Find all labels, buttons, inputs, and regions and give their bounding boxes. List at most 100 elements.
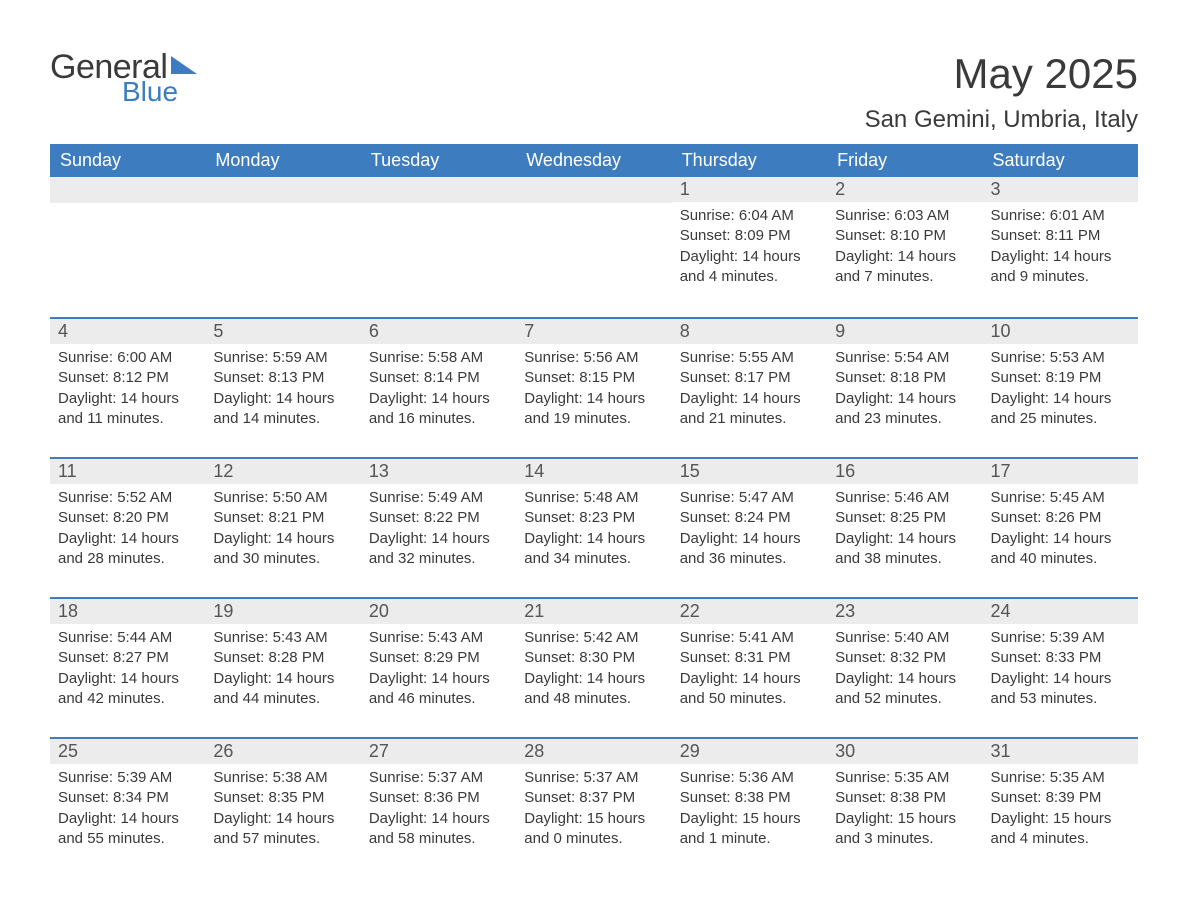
sunrise-text: Sunrise: 5:59 AM	[213, 348, 352, 368]
sunrise-text: Sunrise: 6:00 AM	[58, 348, 197, 368]
calendar-cell: 27Sunrise: 5:37 AMSunset: 8:36 PMDayligh…	[361, 737, 516, 877]
sunset-text: Sunset: 8:17 PM	[680, 368, 819, 388]
day-number: 26	[205, 737, 360, 764]
sunset-text: Sunset: 8:34 PM	[58, 788, 197, 808]
day-content: Sunrise: 5:56 AMSunset: 8:15 PMDaylight:…	[516, 344, 671, 437]
day-content: Sunrise: 5:35 AMSunset: 8:39 PMDaylight:…	[983, 764, 1138, 857]
calendar-row: 11Sunrise: 5:52 AMSunset: 8:20 PMDayligh…	[50, 457, 1138, 597]
sunrise-text: Sunrise: 5:46 AM	[835, 488, 974, 508]
daylight-text: Daylight: 14 hours and 48 minutes.	[524, 669, 663, 710]
sunset-text: Sunset: 8:32 PM	[835, 648, 974, 668]
day-content: Sunrise: 5:39 AMSunset: 8:33 PMDaylight:…	[983, 624, 1138, 717]
sunrise-text: Sunrise: 5:53 AM	[991, 348, 1130, 368]
day-content: Sunrise: 5:35 AMSunset: 8:38 PMDaylight:…	[827, 764, 982, 857]
calendar-row: 4Sunrise: 6:00 AMSunset: 8:12 PMDaylight…	[50, 317, 1138, 457]
daylight-text: Daylight: 14 hours and 50 minutes.	[680, 669, 819, 710]
calendar-table: SundayMondayTuesdayWednesdayThursdayFrid…	[50, 144, 1138, 877]
day-number: 21	[516, 597, 671, 624]
sunset-text: Sunset: 8:28 PM	[213, 648, 352, 668]
day-content: Sunrise: 5:53 AMSunset: 8:19 PMDaylight:…	[983, 344, 1138, 437]
day-number: 28	[516, 737, 671, 764]
calendar-row: 1Sunrise: 6:04 AMSunset: 8:09 PMDaylight…	[50, 177, 1138, 317]
day-content: Sunrise: 5:38 AMSunset: 8:35 PMDaylight:…	[205, 764, 360, 857]
day-number: 12	[205, 457, 360, 484]
day-number: 19	[205, 597, 360, 624]
day-number: 22	[672, 597, 827, 624]
sunset-text: Sunset: 8:25 PM	[835, 508, 974, 528]
calendar-cell: 5 Sunrise: 5:59 AMSunset: 8:13 PMDaylight…	[205, 317, 360, 457]
daylight-text: Daylight: 14 hours and 11 minutes.	[58, 389, 197, 430]
day-number: 14	[516, 457, 671, 484]
day-content: Sunrise: 5:49 AMSunset: 8:22 PMDaylight:…	[361, 484, 516, 577]
day-content: Sunrise: 5:42 AMSunset: 8:30 PMDaylight:…	[516, 624, 671, 717]
sunrise-text: Sunrise: 5:38 AM	[213, 768, 352, 788]
sunset-text: Sunset: 8:38 PM	[835, 788, 974, 808]
weekday-header: Saturday	[983, 144, 1138, 177]
sunrise-text: Sunrise: 5:58 AM	[369, 348, 508, 368]
daylight-text: Daylight: 14 hours and 53 minutes.	[991, 669, 1130, 710]
daylight-text: Daylight: 14 hours and 46 minutes.	[369, 669, 508, 710]
sunrise-text: Sunrise: 6:03 AM	[835, 206, 974, 226]
daylight-text: Daylight: 14 hours and 19 minutes.	[524, 389, 663, 430]
month-title: May 2025	[865, 50, 1138, 98]
day-content: Sunrise: 5:54 AMSunset: 8:18 PMDaylight:…	[827, 344, 982, 437]
logo: General Blue	[50, 50, 197, 106]
sunset-text: Sunset: 8:13 PM	[213, 368, 352, 388]
day-number: 29	[672, 737, 827, 764]
sunrise-text: Sunrise: 5:41 AM	[680, 628, 819, 648]
daylight-text: Daylight: 14 hours and 23 minutes.	[835, 389, 974, 430]
daylight-text: Daylight: 14 hours and 42 minutes.	[58, 669, 197, 710]
day-number: 13	[361, 457, 516, 484]
daylight-text: Daylight: 14 hours and 44 minutes.	[213, 669, 352, 710]
title-block: May 2025 San Gemini, Umbria, Italy	[865, 50, 1138, 134]
sunrise-text: Sunrise: 5:43 AM	[213, 628, 352, 648]
day-number: 3	[983, 177, 1138, 202]
sunrise-text: Sunrise: 5:35 AM	[835, 768, 974, 788]
day-content: Sunrise: 6:01 AMSunset: 8:11 PMDaylight:…	[983, 202, 1138, 295]
calendar-cell	[205, 177, 360, 317]
day-content: Sunrise: 5:39 AMSunset: 8:34 PMDaylight:…	[50, 764, 205, 857]
calendar-cell: 1Sunrise: 6:04 AMSunset: 8:09 PMDaylight…	[672, 177, 827, 317]
sunset-text: Sunset: 8:31 PM	[680, 648, 819, 668]
sunrise-text: Sunrise: 5:56 AM	[524, 348, 663, 368]
weekday-header: Monday	[205, 144, 360, 177]
day-number: 7	[516, 317, 671, 344]
weekday-header: Friday	[827, 144, 982, 177]
daylight-text: Daylight: 14 hours and 52 minutes.	[835, 669, 974, 710]
calendar-cell: 12Sunrise: 5:50 AMSunset: 8:21 PMDayligh…	[205, 457, 360, 597]
calendar-cell: 31Sunrise: 5:35 AMSunset: 8:39 PMDayligh…	[983, 737, 1138, 877]
daylight-text: Daylight: 14 hours and 55 minutes.	[58, 809, 197, 850]
day-number-blank	[205, 177, 360, 203]
day-number: 16	[827, 457, 982, 484]
sunrise-text: Sunrise: 5:55 AM	[680, 348, 819, 368]
day-number: 4	[50, 317, 205, 344]
sunset-text: Sunset: 8:22 PM	[369, 508, 508, 528]
calendar-cell: 6Sunrise: 5:58 AMSunset: 8:14 PMDaylight…	[361, 317, 516, 457]
sunrise-text: Sunrise: 5:42 AM	[524, 628, 663, 648]
sunset-text: Sunset: 8:29 PM	[369, 648, 508, 668]
calendar-cell: 26Sunrise: 5:38 AMSunset: 8:35 PMDayligh…	[205, 737, 360, 877]
daylight-text: Daylight: 14 hours and 57 minutes.	[213, 809, 352, 850]
day-content: Sunrise: 5:44 AMSunset: 8:27 PMDaylight:…	[50, 624, 205, 717]
calendar-cell: 25Sunrise: 5:39 AMSunset: 8:34 PMDayligh…	[50, 737, 205, 877]
calendar-cell: 19 Sunrise: 5:43 AMSunset: 8:28 PMDayligh…	[205, 597, 360, 737]
day-number: 1	[672, 177, 827, 202]
sunset-text: Sunset: 8:18 PM	[835, 368, 974, 388]
sunrise-text: Sunrise: 5:49 AM	[369, 488, 508, 508]
day-number: 5	[205, 317, 360, 344]
day-number: 9	[827, 317, 982, 344]
calendar-cell: 4Sunrise: 6:00 AMSunset: 8:12 PMDaylight…	[50, 317, 205, 457]
sunset-text: Sunset: 8:19 PM	[991, 368, 1130, 388]
calendar-cell: 18Sunrise: 5:44 AMSunset: 8:27 PMDayligh…	[50, 597, 205, 737]
day-content: Sunrise: 5:55 AMSunset: 8:17 PMDaylight:…	[672, 344, 827, 437]
header: General Blue May 2025 San Gemini, Umbria…	[50, 50, 1138, 134]
sunrise-text: Sunrise: 5:37 AM	[369, 768, 508, 788]
daylight-text: Daylight: 14 hours and 14 minutes.	[213, 389, 352, 430]
sunrise-text: Sunrise: 5:36 AM	[680, 768, 819, 788]
calendar-cell: 21Sunrise: 5:42 AMSunset: 8:30 PMDayligh…	[516, 597, 671, 737]
day-content: Sunrise: 5:41 AMSunset: 8:31 PMDaylight:…	[672, 624, 827, 717]
sunset-text: Sunset: 8:30 PM	[524, 648, 663, 668]
sunset-text: Sunset: 8:20 PM	[58, 508, 197, 528]
calendar-cell: 14Sunrise: 5:48 AMSunset: 8:23 PMDayligh…	[516, 457, 671, 597]
day-content: Sunrise: 5:43 AMSunset: 8:29 PMDaylight:…	[361, 624, 516, 717]
